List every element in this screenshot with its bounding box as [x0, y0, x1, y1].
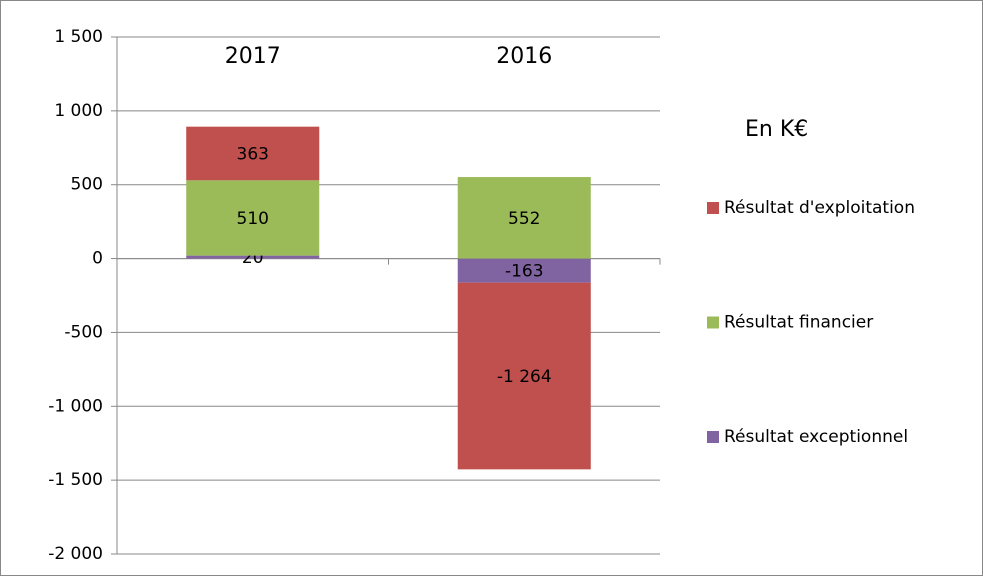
- bar-segment: [457, 258, 591, 283]
- bar-segment: [457, 177, 591, 259]
- bar-segment: [186, 180, 320, 256]
- x-tick-label: 2017: [225, 44, 281, 69]
- legend-label: Résultat exceptionnel: [724, 427, 908, 447]
- y-tick-label: -1 500: [48, 470, 103, 490]
- y-tick-label: 0: [92, 249, 103, 269]
- bar-segment: [186, 126, 320, 181]
- y-tick-label: 1 000: [54, 101, 103, 121]
- data-label: -163: [505, 262, 544, 282]
- legend-swatch: [707, 316, 719, 329]
- y-tick-label: -500: [64, 322, 103, 342]
- y-tick-label: 1 500: [54, 27, 103, 47]
- data-label: 363: [237, 144, 269, 164]
- y-tick-label: -1 000: [48, 396, 103, 416]
- data-label: 510: [237, 209, 269, 229]
- annotation: En K€: [745, 117, 808, 142]
- legend-label: Résultat financier: [724, 313, 873, 333]
- x-tick-label: 2016: [496, 44, 552, 69]
- data-label: 552: [508, 209, 540, 229]
- y-tick-label: -2 000: [48, 544, 103, 564]
- legend-label: Résultat d'exploitation: [724, 198, 915, 218]
- legend-swatch: [707, 431, 719, 443]
- data-label: -1 264: [497, 367, 552, 387]
- y-tick-label: 500: [71, 175, 103, 195]
- legend-swatch: [707, 202, 719, 214]
- bar-segment: [457, 282, 591, 470]
- bar-segment: [186, 255, 320, 259]
